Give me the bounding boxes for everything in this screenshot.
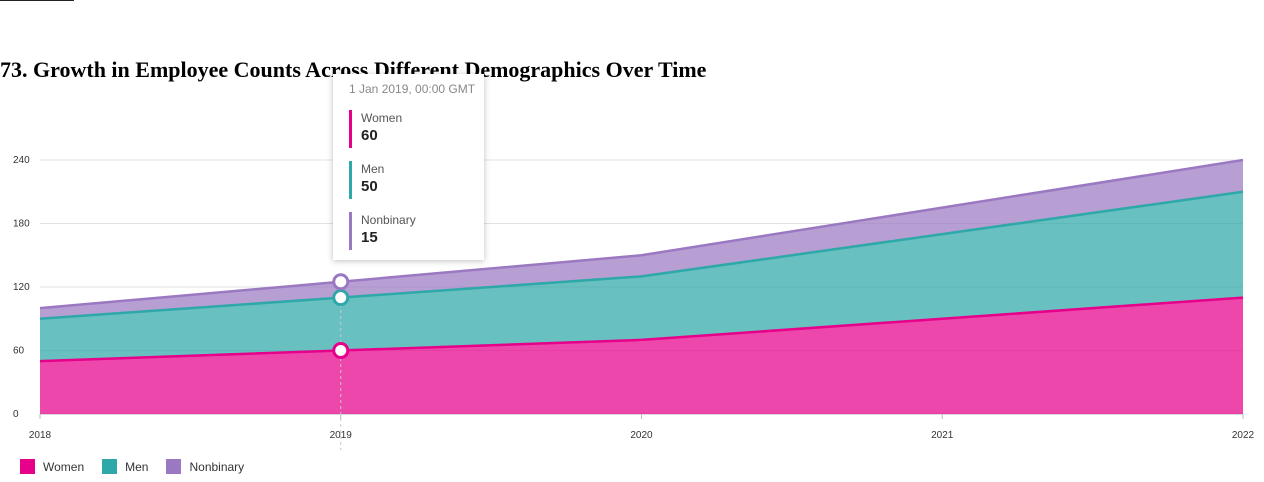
legend-item-men[interactable]: Men — [102, 459, 148, 474]
x-tick-label: 2018 — [29, 430, 52, 441]
legend-swatch — [166, 459, 182, 474]
tooltip-series-value: 60 — [361, 127, 378, 144]
area-nonbinary[interactable] — [40, 160, 1243, 319]
x-tick-label: 2020 — [630, 430, 653, 441]
chart-lines — [39, 158, 1244, 363]
line-women — [39, 296, 1244, 363]
tooltip-series-value: 50 — [361, 178, 378, 195]
x-axis-ticks: 2018 2019 2020 2021 2022 — [29, 414, 1255, 441]
y-tick-label: 120 — [13, 282, 30, 293]
top-rule — [0, 0, 74, 1]
legend-item-women[interactable]: Women — [20, 459, 84, 474]
tooltip-item-men: Men 50 — [349, 161, 484, 201]
y-tick-label: 240 — [13, 155, 30, 166]
x-tick-label: 2019 — [330, 430, 353, 441]
x-tick-label: 2021 — [931, 430, 954, 441]
y-tick-label: 180 — [13, 219, 30, 230]
tooltip: 1 Jan 2019, 00:00 GMT Women 60 Men 50 No… — [333, 74, 484, 260]
marker-nonbinary — [332, 273, 350, 291]
line-nonbinary — [39, 158, 1244, 310]
line-men — [39, 190, 1244, 320]
legend-label: Nonbinary — [189, 459, 245, 474]
tooltip-item-women: Women 60 — [349, 110, 484, 150]
tooltip-series-name: Nonbinary — [361, 213, 416, 227]
legend-swatch — [20, 459, 35, 474]
x-tick-label: 2022 — [1232, 430, 1255, 441]
tooltip-series-value: 15 — [361, 229, 378, 246]
marker-women — [332, 342, 350, 359]
tooltip-color-bar — [349, 110, 352, 148]
tooltip-date: 1 Jan 2019, 00:00 GMT — [349, 82, 476, 96]
tooltip-series-name: Men — [361, 162, 385, 176]
legend: Women Men Nonbinary — [20, 459, 262, 474]
y-tick-label: 60 — [13, 346, 25, 357]
y-axis-ticks: 0 60 120 180 240 — [13, 155, 30, 420]
marker-men — [332, 289, 350, 307]
tooltip-color-bar — [349, 212, 352, 250]
legend-swatch — [102, 459, 118, 474]
legend-label: Men — [125, 459, 149, 474]
legend-item-nonbinary[interactable]: Nonbinary — [166, 459, 244, 474]
legend-label: Women — [43, 459, 85, 474]
tooltip-item-nonbinary: Nonbinary 15 — [349, 212, 484, 252]
tooltip-series-name: Women — [361, 111, 403, 125]
tooltip-color-bar — [349, 161, 352, 199]
hover-markers — [332, 273, 350, 359]
y-tick-label: 0 — [13, 409, 19, 420]
